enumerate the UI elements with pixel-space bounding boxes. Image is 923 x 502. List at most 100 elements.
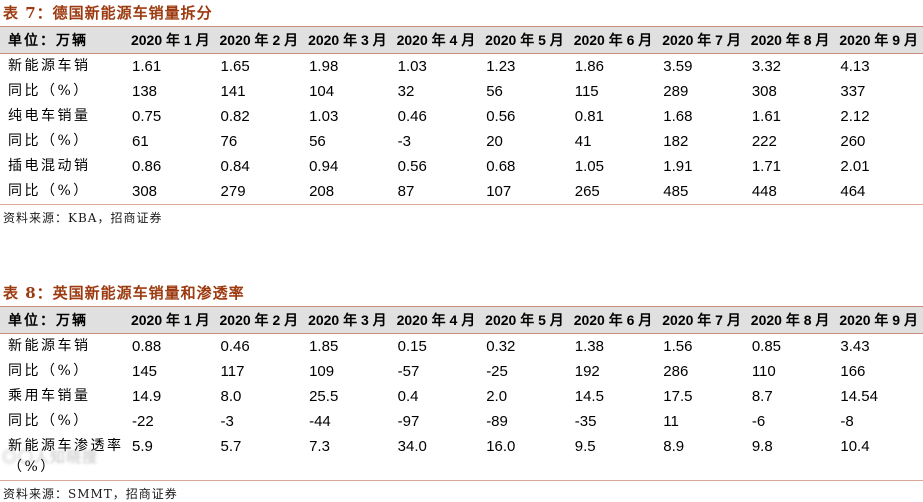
table8: 单位：万辆 2020 年 1 月 2020 年 2 月 2020 年 3 月 2020…: [0, 306, 923, 481]
table-row: 新能源车销 0.88 0.46 1.85 0.15 0.32 1.38 1.56 0.85 3.4…: [0, 334, 923, 360]
column-header: 2020 年 1 月: [130, 312, 210, 328]
row-label: 纯电车销量: [8, 108, 91, 124]
cell-value: 2.12: [840, 108, 870, 125]
cell-value: -97: [397, 413, 420, 430]
cell-value: 10.4: [840, 438, 870, 455]
cell-value: 1.38: [574, 338, 604, 355]
column-header: 2020 年 9 月: [839, 312, 918, 328]
row-label: 新能源车销: [8, 338, 91, 354]
column-header: 2020 年 3 月: [308, 32, 387, 48]
row-label: 新能源车渗透率（%）: [8, 438, 124, 475]
column-header: 2020 年 3 月: [308, 312, 387, 328]
column-header: 2020 年 8 月: [750, 32, 830, 48]
cell-value: 109: [309, 363, 335, 380]
column-header: 2020 年 7 月: [662, 312, 741, 328]
spacer: [0, 226, 923, 282]
table7-header-row: 单位：万辆 2020 年 1 月 2020 年 2 月 2020 年 3 月 2020…: [0, 26, 923, 54]
table-row: 纯电车销量 0.75 0.82 1.03 0.46 0.56 0.81 1.68 1.61 2.1…: [0, 104, 923, 129]
table-row: 新能源车渗透率（%） 5.9 5.7 7.3 34.0 16.0 9.5 8.9 9.8 10.4: [0, 434, 923, 481]
row-label: 同比（%）: [8, 183, 90, 199]
table7: 单位：万辆 2020 年 1 月 2020 年 2 月 2020 年 3 月 2020…: [0, 26, 923, 205]
column-header: 2020 年 6 月: [573, 312, 653, 328]
row-label: 同比（%）: [8, 133, 90, 149]
cell-value: 0.4: [397, 388, 419, 405]
cell-value: 265: [574, 183, 600, 200]
cell-value: 0.84: [220, 158, 250, 175]
cell-value: -89: [486, 413, 508, 430]
cell-value: 0.46: [220, 338, 250, 355]
cell-value: 0.81: [574, 108, 604, 125]
cell-value: 0.56: [486, 108, 516, 125]
cell-value: -44: [309, 413, 331, 430]
cell-value: 110: [751, 363, 776, 380]
table-row: 同比（%） -22 -3 -44 -97 -89 -35 11 -6 -8: [0, 409, 923, 434]
cell-value: -57: [397, 363, 420, 380]
column-header: 2020 年 5 月: [485, 312, 564, 328]
cell-value: 0.82: [220, 108, 250, 125]
cell-value: 1.23: [486, 58, 516, 75]
unit-header: 单位：万辆: [8, 312, 88, 328]
table8-block: 表 8：英国新能源车销量和渗透率 单位：万辆 2020 年 1 月 2020 年 …: [0, 282, 923, 502]
cell-value: 7.3: [309, 438, 330, 455]
column-header: 2020 年 2 月: [219, 32, 299, 48]
cell-value: 0.32: [486, 338, 516, 355]
table7-body: 新能源车销 1.61 1.65 1.98 1.03 1.23 1.86 3.59 3.32 4.1…: [0, 54, 923, 205]
cell-value: 87: [397, 183, 415, 200]
cell-value: 2.01: [840, 158, 870, 175]
cell-value: 485: [663, 183, 689, 200]
cell-value: 0.86: [132, 158, 162, 175]
column-header: 2020 年 6 月: [573, 32, 653, 48]
cell-value: 1.71: [751, 158, 782, 175]
cell-value: 8.0: [220, 388, 242, 405]
cell-value: 222: [751, 133, 777, 150]
cell-value: 104: [309, 83, 335, 100]
table7-source-note: 资料来源：KBA，招商证券: [3, 211, 163, 225]
cell-value: 141: [220, 83, 246, 100]
cell-value: 3.43: [840, 338, 870, 355]
cell-value: 8.7: [751, 388, 773, 405]
table-row: 插电混动销 0.86 0.84 0.94 0.56 0.68 1.05 1.91 1.71 2.0…: [0, 154, 923, 179]
cell-value: 2.0: [486, 388, 508, 405]
column-header: 2020 年 9 月: [839, 32, 918, 48]
cell-value: 34.0: [397, 438, 427, 455]
cell-value: 337: [840, 83, 866, 100]
column-header: 2020 年 1 月: [130, 32, 210, 48]
row-label: 同比（%）: [8, 413, 90, 429]
table8-source-note: 资料来源：SMMT，招商证券: [3, 487, 178, 501]
cell-value: 4.13: [840, 58, 870, 75]
cell-value: 1.03: [309, 108, 339, 125]
cell-value: 61: [132, 133, 149, 150]
cell-value: -35: [574, 413, 597, 430]
table-row: 新能源车销 1.61 1.65 1.98 1.03 1.23 1.86 3.59 3.32 4.1…: [0, 54, 923, 80]
cell-value: 14.54: [840, 388, 878, 405]
column-header: 2020 年 8 月: [750, 312, 830, 328]
cell-value: 0.85: [751, 338, 782, 355]
cell-value: 9.5: [574, 438, 596, 455]
row-label: 乘用车销量: [8, 388, 91, 404]
cell-value: 260: [840, 133, 866, 150]
cell-value: 20: [486, 133, 503, 150]
table7-block: 表 7：德国新能源车销量拆分 单位：万辆 2020 年 1 月 2020 年 2 …: [0, 2, 923, 226]
column-header: 2020 年 2 月: [219, 312, 299, 328]
cell-value: 5.9: [132, 438, 153, 455]
cell-value: -25: [486, 363, 508, 380]
table-row: 同比（%） 145 117 109 -57 -25 192 286 110 166: [0, 359, 923, 384]
cell-value: 14.9: [132, 388, 162, 405]
cell-value: 1.03: [397, 58, 427, 75]
cell-value: -22: [132, 413, 154, 430]
cell-value: 1.56: [663, 338, 693, 355]
table-row: 同比（%） 138 141 104 32 56 115 289 308 337: [0, 79, 923, 104]
row-label: 插电混动销: [8, 158, 91, 174]
cell-value: -6: [751, 413, 766, 430]
cell-value: 11: [663, 413, 679, 430]
cell-value: 138: [132, 83, 158, 100]
table7-title: 表 7：德国新能源车销量拆分: [3, 4, 213, 22]
cell-value: 107: [486, 183, 512, 200]
cell-value: 32: [397, 83, 415, 100]
cell-value: 308: [751, 83, 777, 100]
cell-value: 1.68: [663, 108, 693, 125]
cell-value: 41: [574, 133, 592, 150]
cell-value: 279: [220, 183, 246, 200]
table-row: 乘用车销量 14.9 8.0 25.5 0.4 2.0 14.5 17.5 8.7 14.54: [0, 384, 923, 409]
cell-value: 308: [132, 183, 158, 200]
